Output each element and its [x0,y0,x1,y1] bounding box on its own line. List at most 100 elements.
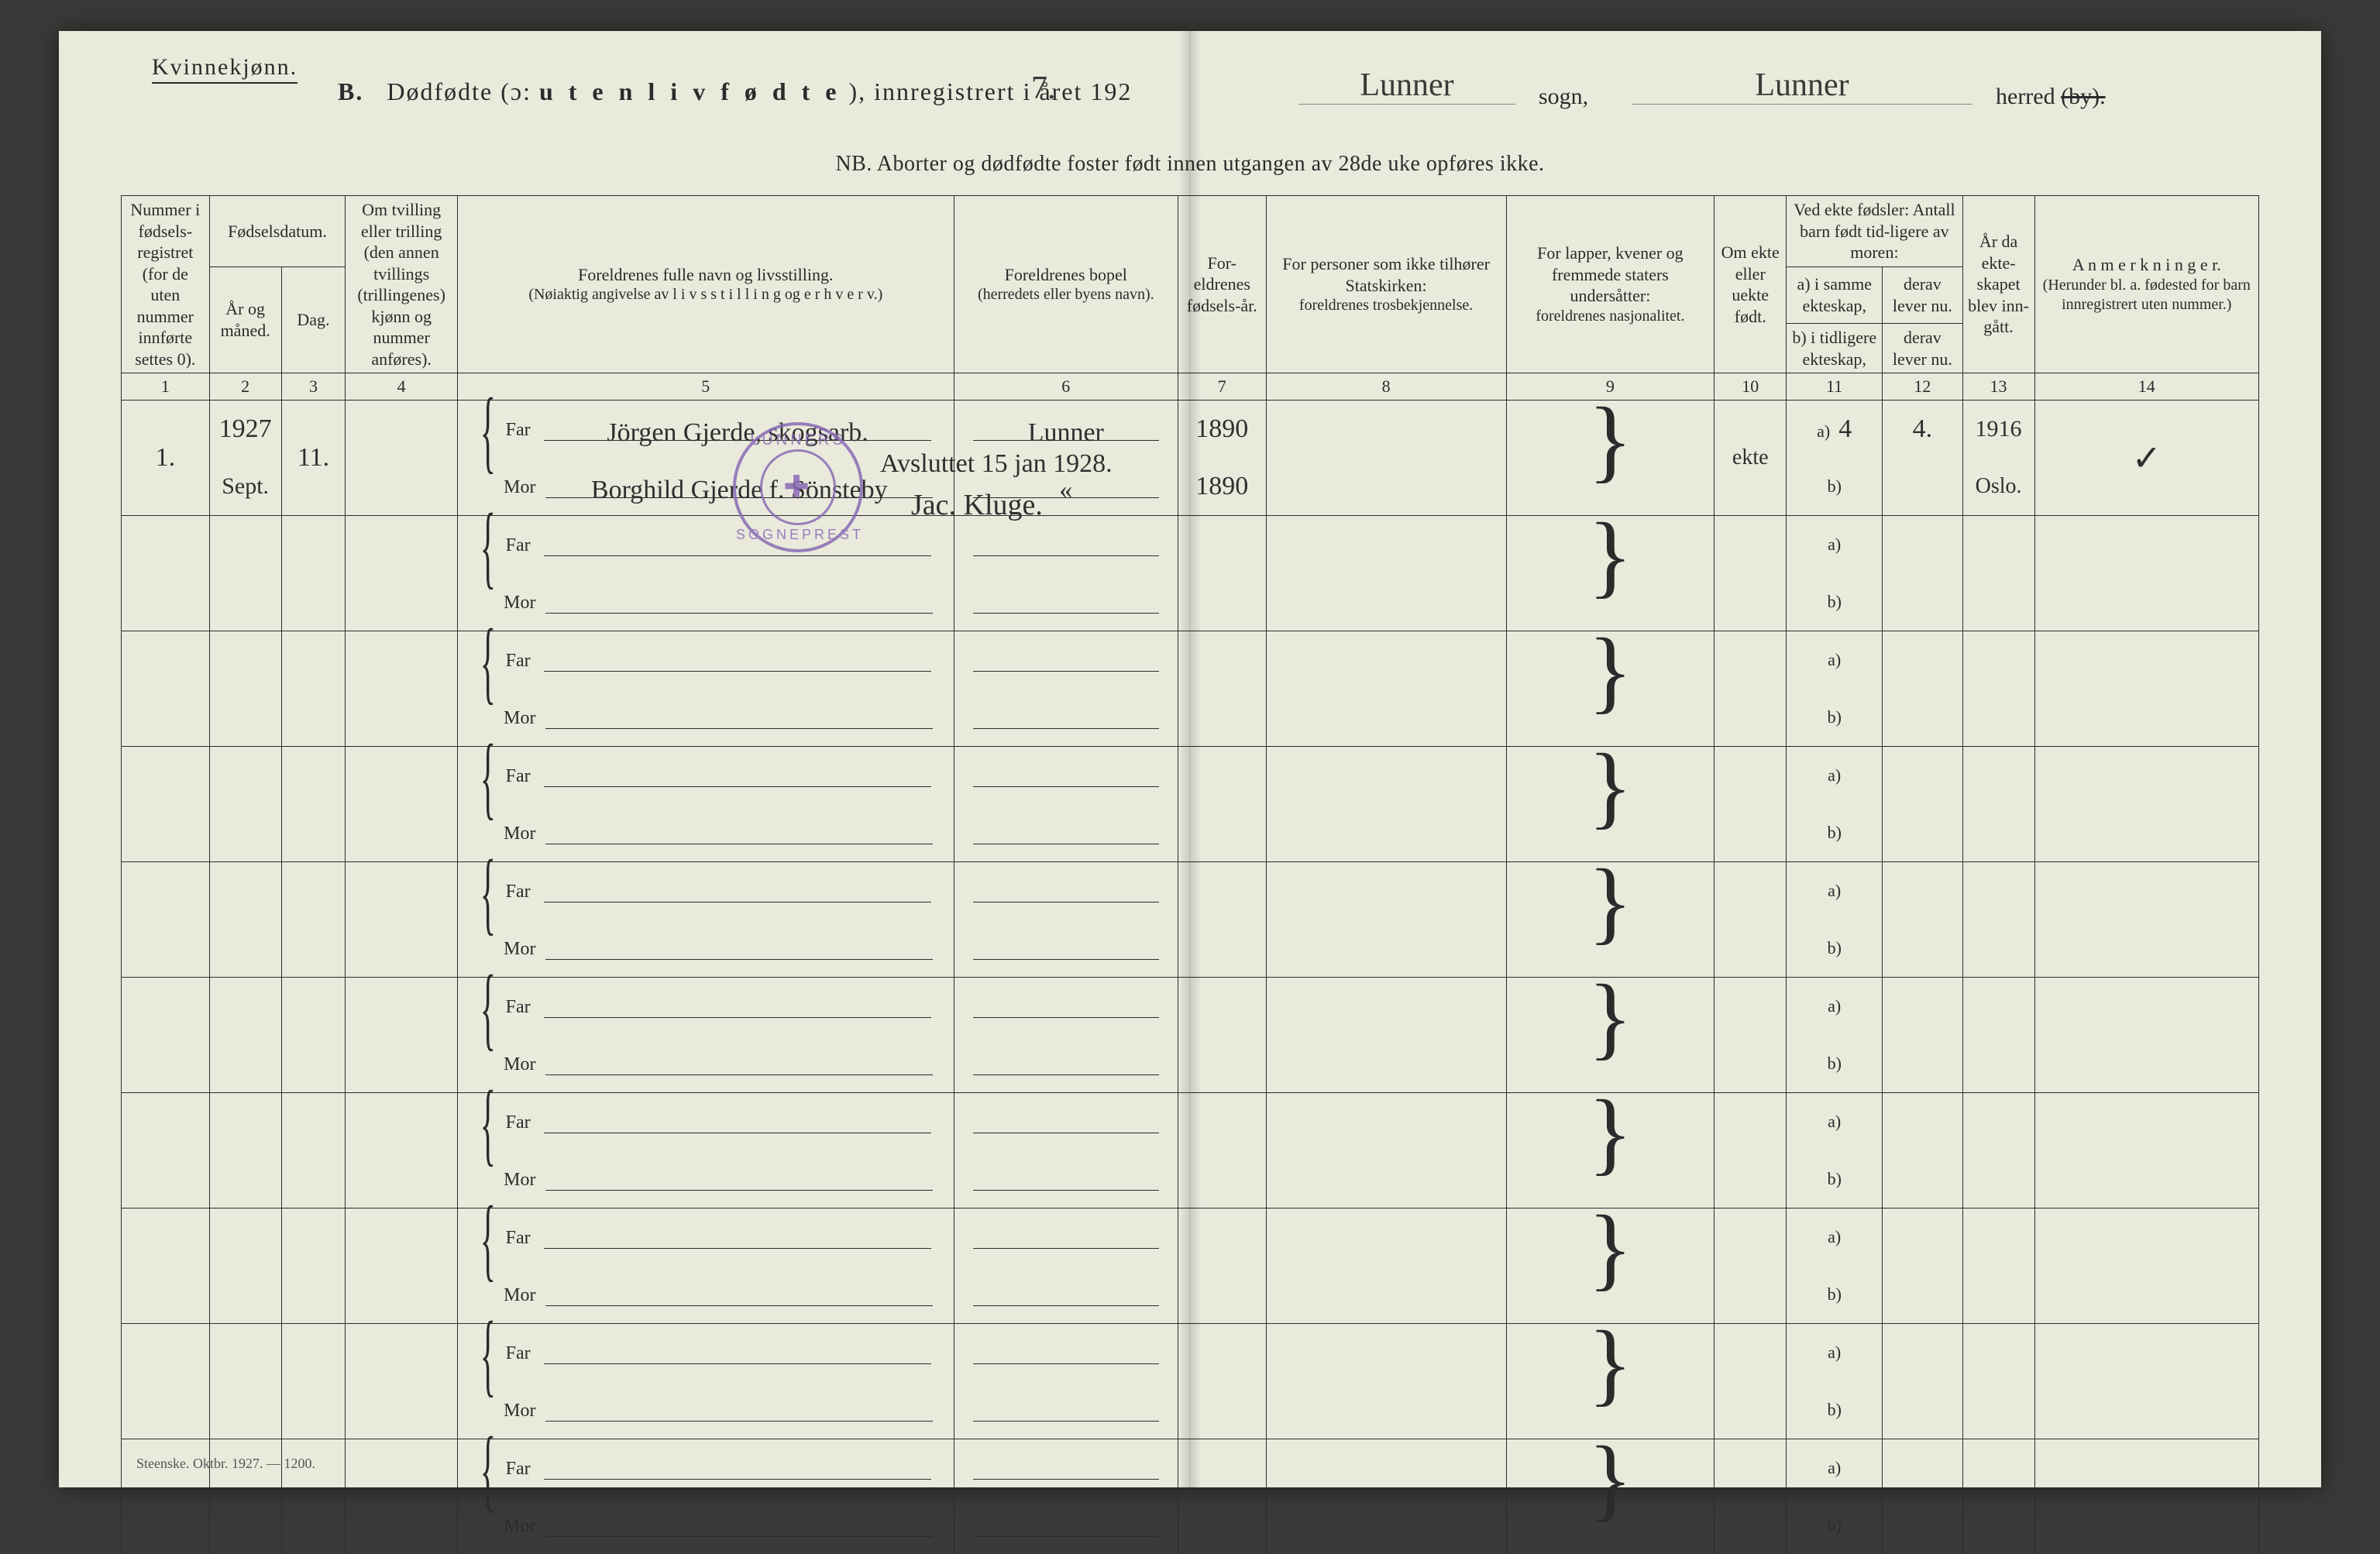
entry-8-bopel-mor [954,1266,1178,1324]
entry-8-far-cell: { Far [457,1208,954,1267]
entry-5-mor-cell: Mor [457,920,954,978]
entry-2-tros [1266,516,1506,631]
entry-2-bopel-far [954,516,1178,574]
entry-3-mor-name [545,707,933,729]
far-label: Far [497,997,540,1018]
entry-1-c12a-val: 4. [1913,414,1933,443]
entry-8-anm [2034,1208,2258,1324]
entry-6-anm [2034,978,2258,1093]
entry-9-bopel-mor [954,1381,1178,1439]
parish-stamp: LUNNERS ✚ SOGNEPREST [733,422,863,552]
entry-6-c12a [1883,978,1962,1036]
entry-10-mor-cell: Mor [457,1497,954,1554]
entry-3-bopel-mor [954,689,1178,747]
entry-9-tros [1266,1324,1506,1439]
entry-6-far-name [544,995,931,1018]
far-label: Far [497,651,540,672]
entry-10-ekte [1714,1439,1787,1554]
entry-9-a-cell: a) [1787,1324,1883,1382]
col-14-sub: (Herunder bl. a. fødested for barn innre… [2040,276,2254,315]
entry-9-number [122,1324,210,1439]
mor-label: Mor [498,593,542,614]
entry-7-c12b [1883,1150,1962,1208]
entry-1-day-val: 11. [298,443,329,472]
col-5-header: Foreldrenes fulle navn og livsstilling. … [457,196,954,373]
entry-1-far-birth-val: 1890 [1195,414,1248,443]
mor-label: Mor [498,939,542,960]
entry-9-day [281,1324,346,1439]
entry-5-nasj: } [1506,862,1714,978]
entry-8-c13 [1962,1208,2034,1324]
entry-1-number-val: 1. [156,443,176,472]
col-5-label: Foreldrenes fulle navn og livsstilling. [463,264,949,286]
entry-4-yearmonth [209,747,281,862]
entry-9-bopel-far [954,1324,1178,1382]
far-label: Far [497,766,540,787]
col-12b-header: derav lever nu. [1883,324,1962,373]
colnum-1: 1 [122,373,210,401]
col-13-header: År da ekte-skapet blev inn-gått. [1962,196,2034,373]
entry-3-yearmonth [209,631,281,747]
entry-3-a-cell: a) [1787,631,1883,689]
entry-6-mor-birth [1178,1035,1266,1093]
entry-6-ekte [1714,978,1787,1093]
col-6-header: Foreldrenes bopel (herredets eller byens… [954,196,1178,373]
colnum-2: 2 [209,373,281,401]
entry-1-tros [1266,401,1506,516]
entry-4-mor-name [545,822,933,844]
col-5-sub: (Nøiaktig angivelse av l i v s s t i l l… [463,285,949,304]
entry-1-year-val: 1927 [219,414,272,443]
entry-5-number [122,862,210,978]
entry-8-b-cell: b) [1787,1266,1883,1324]
col-11-12-top: Ved ekte fødsler: Antall barn født tid-l… [1787,196,1962,267]
entry-6-c12b [1883,1035,1962,1093]
entry-1-ekte-val: ekte [1732,445,1769,469]
entry-6-nasj: } [1506,978,1714,1093]
far-label: Far [497,1112,540,1133]
entry-3-far-name [544,649,931,672]
far-label: Far [497,420,540,441]
entry-4-a-cell: a) [1787,747,1883,805]
entry-6-day [281,978,346,1093]
entry-6-c13 [1962,978,2034,1093]
colnum-4: 4 [346,373,458,401]
entry-1-far-birth: 1890 [1178,401,1266,459]
entry-2-bopel-mor [954,573,1178,631]
col-11a-header: a) i samme ekteskap, [1787,266,1883,324]
entry-8-a-cell: a) [1787,1208,1883,1267]
entry-8-nasj: } [1506,1208,1714,1324]
entry-1-c13-top-val: 1916 [1976,416,2022,442]
blank-rows-body: { Far } a) Mor b) { Far [122,516,2259,1554]
brace-right-icon: } [1588,734,1633,837]
entry-7-day [281,1093,346,1208]
closing-note: Avsluttet 15 jan 1928. [880,449,1113,479]
mor-label: Mor [498,823,542,844]
brace-right-icon: } [1588,965,1633,1068]
colnum-3: 3 [281,373,346,401]
entry-10-b-cell: b) [1787,1497,1883,1554]
year-handwritten: 7. [1031,70,1056,107]
entry-3-c12b [1883,689,1962,747]
entry-8-far: { Far } a) [122,1208,2259,1267]
b-label: b) [1828,476,1842,496]
entry-2-far: { Far } a) [122,516,2259,574]
far-label: Far [497,1343,540,1364]
entry-5-anm [2034,862,2258,978]
entry-9-c12b [1883,1381,1962,1439]
entry-3-bopel-far [954,631,1178,689]
mor-label: Mor [498,1170,542,1191]
far-label: Far [497,1228,540,1249]
entry-3-twin [346,631,458,747]
entry-8-mor-cell: Mor [457,1266,954,1324]
entry-7-far-name [544,1111,931,1133]
colnum-6: 6 [954,373,1178,401]
entry-4-bopel-far [954,747,1178,805]
entry-7-mor-name [545,1168,933,1191]
entry-9-ekte [1714,1324,1787,1439]
entry-1-day: 11. [281,401,346,516]
col-2-3-group: Fødselsdatum. [209,196,346,267]
entry-4-tros [1266,747,1506,862]
entry-8-far-birth [1178,1208,1266,1267]
entry-2-mor-name [545,591,933,614]
entry-7-a-cell: a) [1787,1093,1883,1151]
